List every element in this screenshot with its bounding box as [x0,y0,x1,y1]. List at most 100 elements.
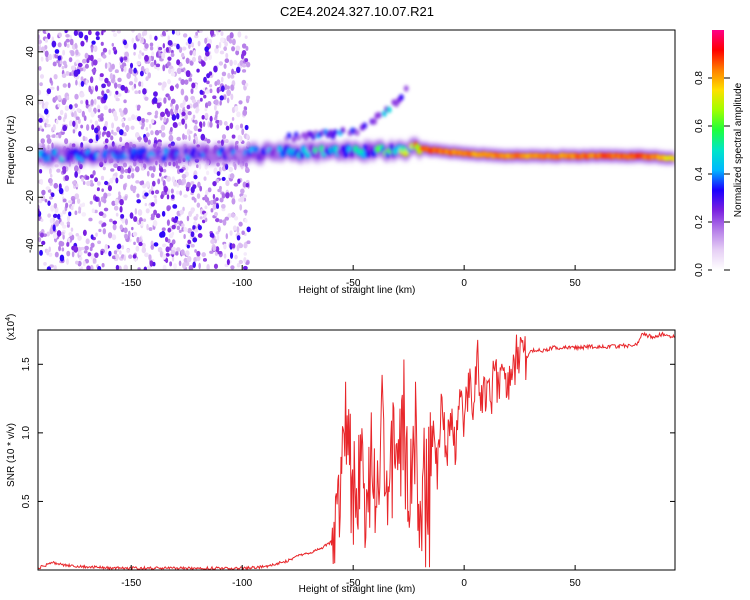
noise-speckle [52,232,58,239]
noise-speckle [141,180,145,185]
noise-dot [167,227,172,233]
noise-speckle [246,133,249,141]
noise-speckle [171,231,175,236]
noise-speckle [162,81,167,88]
noise-speckle [92,258,96,264]
noise-dot [167,39,173,46]
noise-speckle [224,58,230,64]
noise-speckle [89,200,93,205]
noise-speckle [205,189,209,196]
noise-speckle [64,105,70,112]
noise-speckle [182,33,188,38]
noise-dot [64,30,68,34]
noise-speckle [230,212,236,218]
noise-dot [219,95,224,101]
noise-speckle [155,213,161,219]
noise-dot [78,31,84,39]
noise-speckle [198,163,202,170]
noise-speckle [141,242,146,248]
noise-speckle [111,255,117,260]
noise-dot [156,102,161,109]
noise-dot [52,213,58,219]
noise-dot [201,114,205,120]
noise-speckle [219,185,222,191]
noise-speckle [47,189,52,193]
noise-speckle [218,119,223,126]
noise-speckle [170,250,176,255]
spectrogram-y-ticks: -40 -20 0 20 40 [25,46,43,253]
noise-speckle [38,127,41,132]
noise-speckle [137,136,142,141]
noise-speckle [38,236,42,243]
noise-speckle [85,175,90,180]
spectrogram-chart: -150 -100 -50 0 50 -40 -20 0 20 40 Height of str… [6,29,676,296]
noise-speckle [182,67,186,71]
noise-speckle [166,194,170,200]
noise-speckle [179,190,183,196]
noise-speckle [244,218,248,223]
noise-speckle [136,236,140,244]
noise-dot [115,177,119,184]
snr-y-scale-label: (x104) [5,314,17,341]
noise-dot [123,56,128,61]
noise-speckle [107,62,110,69]
snr-x-ticks: -150 -100 -50 0 50 [121,565,581,589]
noise-dot [172,121,178,128]
noise-dot [179,168,184,173]
noise-speckle [231,68,235,75]
noise-speckle [89,174,94,179]
noise-speckle [54,251,59,258]
noise-speckle [58,32,62,38]
noise-speckle [140,167,145,171]
noise-speckle [45,55,50,62]
noise-speckle [123,264,129,270]
noise-speckle [91,124,95,131]
noise-speckle [102,30,106,33]
noise-speckle [230,93,234,101]
noise-speckle [150,118,155,124]
noise-speckle [210,208,214,213]
noise-speckle [234,105,239,112]
noise-speckle [228,166,234,173]
noise-speckle [119,224,123,231]
noise-speckle [96,187,100,192]
noise-speckle [221,134,227,140]
noise-speckle [136,104,141,110]
noise-speckle [117,77,122,83]
noise-dot [95,134,99,142]
noise-speckle [57,115,62,121]
noise-speckle [104,138,109,144]
noise-speckle [221,192,226,199]
noise-speckle [136,60,141,66]
noise-speckle [183,233,186,239]
noise-speckle [181,173,187,179]
noise-speckle [208,84,213,88]
noise-speckle [62,49,66,56]
noise-speckle [231,117,235,121]
noise-speckle [110,168,115,172]
noise-speckle [243,209,248,214]
noise-dot [82,229,87,236]
x-tick-label: -100 [232,578,252,589]
noise-dot [200,133,206,141]
noise-speckle [75,49,79,56]
noise-speckle [191,99,197,104]
noise-speckle [116,248,120,253]
noise-speckle [164,236,169,243]
noise-speckle [89,119,93,124]
noise-speckle [215,197,219,202]
noise-dot [97,266,102,270]
noise-speckle [61,99,67,106]
snr-scale-base: (x10 [6,320,17,340]
noise-dot [86,265,91,270]
noise-speckle [148,166,154,171]
noise-speckle [216,123,220,129]
noise-dot [94,85,99,92]
noise-speckle [102,131,107,135]
noise-dot [199,89,204,95]
noise-speckle [224,138,229,144]
noise-speckle [168,65,174,70]
noise-dot [225,163,229,170]
noise-speckle [186,129,191,136]
